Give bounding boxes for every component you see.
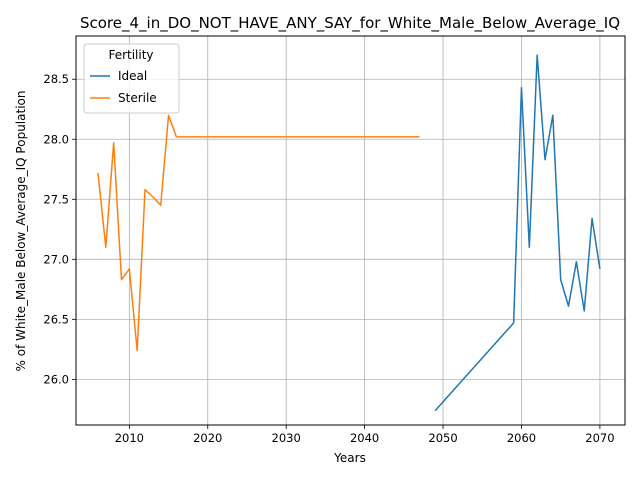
x-tick-label: 2070 bbox=[585, 431, 614, 445]
chart-title: Score_4_in_DO_NOT_HAVE_ANY_SAY_for_White… bbox=[80, 14, 620, 33]
plot-frame bbox=[75, 35, 626, 426]
x-axis-label: Years bbox=[333, 451, 366, 465]
y-tick-label: 28.5 bbox=[43, 72, 69, 86]
legend-label-sterile: Sterile bbox=[118, 91, 157, 105]
grid bbox=[76, 36, 625, 425]
axis-ticks: 2010 2020 2030 2040 2050 2060 2070 26.0 26.5 27.0… bbox=[43, 72, 614, 445]
series-line-ideal bbox=[434, 54, 601, 412]
x-tick-label: 2030 bbox=[272, 431, 301, 445]
legend-label-ideal: Ideal bbox=[118, 69, 147, 83]
y-tick-label: 26.5 bbox=[43, 312, 69, 326]
y-axis-label: % of White_Male Below_Average_IQ Populat… bbox=[14, 91, 28, 372]
series-line-sterile bbox=[97, 114, 420, 352]
y-tick-label: 26.0 bbox=[43, 372, 69, 386]
legend-box bbox=[83, 43, 180, 114]
y-tick-label: 27.0 bbox=[43, 252, 69, 266]
x-tick-label: 2020 bbox=[193, 431, 222, 445]
x-tick-label: 2010 bbox=[115, 431, 144, 445]
y-tick-label: 27.5 bbox=[43, 192, 69, 206]
legend-title: Fertility bbox=[108, 48, 153, 62]
x-tick-label: 2050 bbox=[428, 431, 457, 445]
legend: Fertility Ideal Sterile bbox=[83, 43, 180, 114]
data-series bbox=[97, 54, 601, 412]
x-tick-label: 2040 bbox=[350, 431, 379, 445]
x-tick-label: 2060 bbox=[507, 431, 536, 445]
y-tick-label: 28.0 bbox=[43, 132, 69, 146]
